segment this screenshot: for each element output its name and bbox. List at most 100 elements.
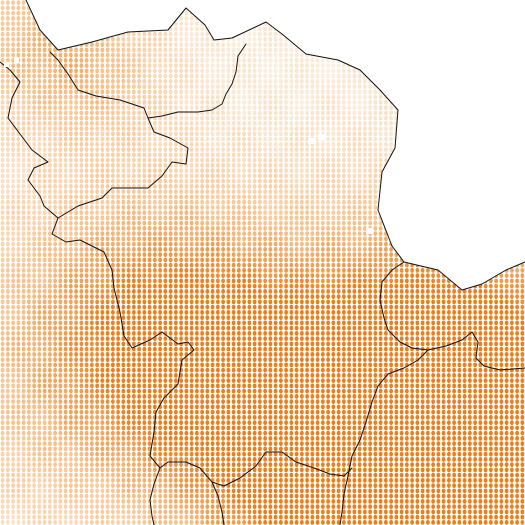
density-dot <box>110 199 115 205</box>
density-dot <box>278 84 283 90</box>
density-dot <box>441 252 446 258</box>
density-dot <box>473 136 478 142</box>
density-dot <box>0 215 5 221</box>
density-dot <box>425 178 430 184</box>
density-dot <box>326 252 331 258</box>
density-dot <box>315 257 320 263</box>
density-dot <box>58 0 63 6</box>
density-dot <box>100 147 105 153</box>
density-dot <box>116 120 121 126</box>
density-dot <box>89 147 94 153</box>
density-dot <box>79 115 84 121</box>
density-dot <box>215 210 220 216</box>
density-dot <box>74 178 79 184</box>
density-dot <box>373 215 378 221</box>
density-dot <box>226 210 231 216</box>
density-dot <box>205 157 210 163</box>
density-dot <box>184 89 189 95</box>
density-dot <box>68 99 73 105</box>
density-dot <box>252 210 257 216</box>
density-dot <box>473 157 478 163</box>
density-dot <box>11 115 16 121</box>
density-dot <box>215 15 220 21</box>
density-dot <box>205 241 210 247</box>
density-dot <box>310 252 315 258</box>
density-dot <box>74 225 79 231</box>
density-dot <box>173 21 178 27</box>
density-dot <box>11 236 16 242</box>
density-dot <box>441 152 446 158</box>
density-dot <box>137 210 142 216</box>
density-dot <box>467 147 472 153</box>
density-dot <box>42 241 47 247</box>
density-dot <box>32 136 37 142</box>
density-dot <box>68 52 73 58</box>
density-dot <box>268 105 273 111</box>
density-dot <box>63 5 68 11</box>
density-dot <box>200 173 205 179</box>
density-dot <box>362 183 367 189</box>
density-dot <box>378 78 383 84</box>
density-dot <box>252 147 257 153</box>
density-dot <box>336 178 341 184</box>
density-dot <box>404 47 409 53</box>
density-dot <box>509 26 514 32</box>
density-dot <box>436 189 441 195</box>
density-dot <box>399 173 404 179</box>
density-dot <box>483 52 488 58</box>
density-dot <box>37 99 42 105</box>
density-dot <box>305 63 310 69</box>
density-dot <box>310 168 315 174</box>
density-dot <box>446 236 451 242</box>
density-dot <box>58 173 63 179</box>
density-dot <box>341 257 346 263</box>
density-dot <box>509 68 514 74</box>
density-dot <box>268 36 273 42</box>
density-dot <box>383 157 388 163</box>
density-dot <box>326 215 331 221</box>
density-dot <box>226 42 231 48</box>
density-dot <box>310 105 315 111</box>
density-dot <box>368 73 373 79</box>
density-dot <box>252 120 257 126</box>
density-dot <box>68 15 73 21</box>
density-dot <box>436 5 441 11</box>
density-dot <box>236 157 241 163</box>
density-dot <box>257 68 262 74</box>
density-dot <box>289 225 294 231</box>
density-dot <box>373 157 378 163</box>
density-dot <box>63 178 68 184</box>
density-dot <box>26 15 31 21</box>
density-dot <box>399 84 404 90</box>
density-dot <box>142 94 147 100</box>
density-dot <box>5 15 10 21</box>
density-dot <box>462 136 467 142</box>
density-dot <box>95 168 100 174</box>
density-dot <box>221 105 226 111</box>
density-dot <box>509 215 514 221</box>
density-dot <box>420 94 425 100</box>
density-dot <box>68 89 73 95</box>
density-dot <box>200 199 205 205</box>
density-dot <box>242 157 247 163</box>
density-dot <box>221 42 226 48</box>
density-dot <box>42 210 47 216</box>
density-dot <box>352 31 357 37</box>
density-dot <box>116 147 121 153</box>
density-dot <box>105 152 110 158</box>
density-dot <box>37 31 42 37</box>
density-dot <box>236 252 241 258</box>
density-dot <box>515 189 520 195</box>
density-dot <box>32 178 37 184</box>
density-dot <box>95 105 100 111</box>
density-dot <box>467 215 472 221</box>
density-dot <box>110 105 115 111</box>
density-dot <box>0 89 5 95</box>
density-dot <box>116 173 121 179</box>
density-dot <box>404 189 409 195</box>
density-dot <box>137 246 142 252</box>
density-dot <box>483 236 488 242</box>
density-dot <box>226 120 231 126</box>
density-dot <box>74 199 79 205</box>
